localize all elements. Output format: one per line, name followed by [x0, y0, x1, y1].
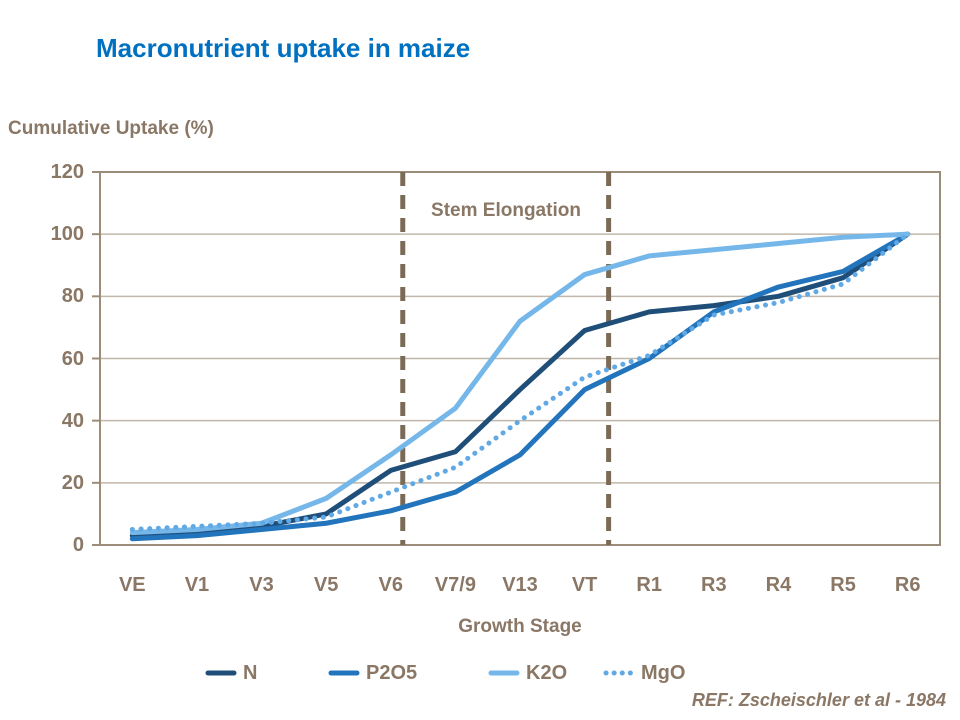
legend-label: MgO	[641, 661, 686, 684]
x-tick-label: R5	[830, 574, 856, 596]
page-title: Macronutrient uptake in maize	[96, 33, 471, 63]
y-tick-label: 60	[61, 347, 84, 370]
legend-swatch-K2O	[488, 670, 520, 676]
x-tick-label: R3	[701, 574, 727, 596]
legend-item-MgO: MgO	[603, 660, 685, 686]
y-tick-label: 100	[50, 223, 84, 246]
y-tick-label: 80	[61, 285, 84, 308]
legend-label: N	[243, 661, 258, 684]
series-line-MgO	[129, 231, 911, 532]
x-tick-label: R1	[636, 574, 662, 596]
y-tick-label: 20	[61, 471, 84, 494]
x-tick-label: VE	[118, 574, 146, 596]
series-line-N	[129, 231, 911, 539]
x-tick-label: R6	[894, 574, 921, 596]
y-axis-title: Cumulative Uptake (%)	[8, 118, 214, 139]
x-tick-label: V7/9	[434, 574, 476, 596]
y-tick-label: 0	[72, 534, 84, 556]
legend-label: K2O	[526, 661, 568, 684]
x-tick-label: V1	[184, 574, 210, 596]
legend-swatch-N	[205, 670, 237, 676]
x-axis-title: Growth Stage	[458, 616, 582, 637]
series-line-K2O	[129, 231, 911, 536]
y-tick-label: 120	[50, 161, 84, 183]
legend-label: P2O5	[366, 661, 418, 684]
legend-swatch-P2O5	[328, 670, 360, 676]
reference-citation: REF: Zscheischler et al - 1984	[691, 690, 946, 710]
x-tick-label: VT	[571, 574, 598, 596]
x-tick-label: R4	[765, 574, 792, 596]
y-tick-label: 40	[61, 409, 84, 432]
x-tick-label: V3	[249, 574, 274, 596]
x-tick-label: V13	[502, 574, 538, 596]
plot-border	[99, 171, 941, 546]
legend-swatch-MgO	[603, 670, 635, 676]
x-tick-label: V6	[378, 574, 403, 596]
stem-elongation-annotation: Stem Elongation	[431, 200, 581, 221]
legend-item-K2O: K2O	[488, 660, 567, 686]
legend-item-N: N	[205, 660, 257, 686]
x-tick-label: V5	[313, 574, 339, 596]
legend-item-P2O5: P2O5	[328, 660, 417, 686]
series-line-P2O5	[129, 231, 911, 542]
